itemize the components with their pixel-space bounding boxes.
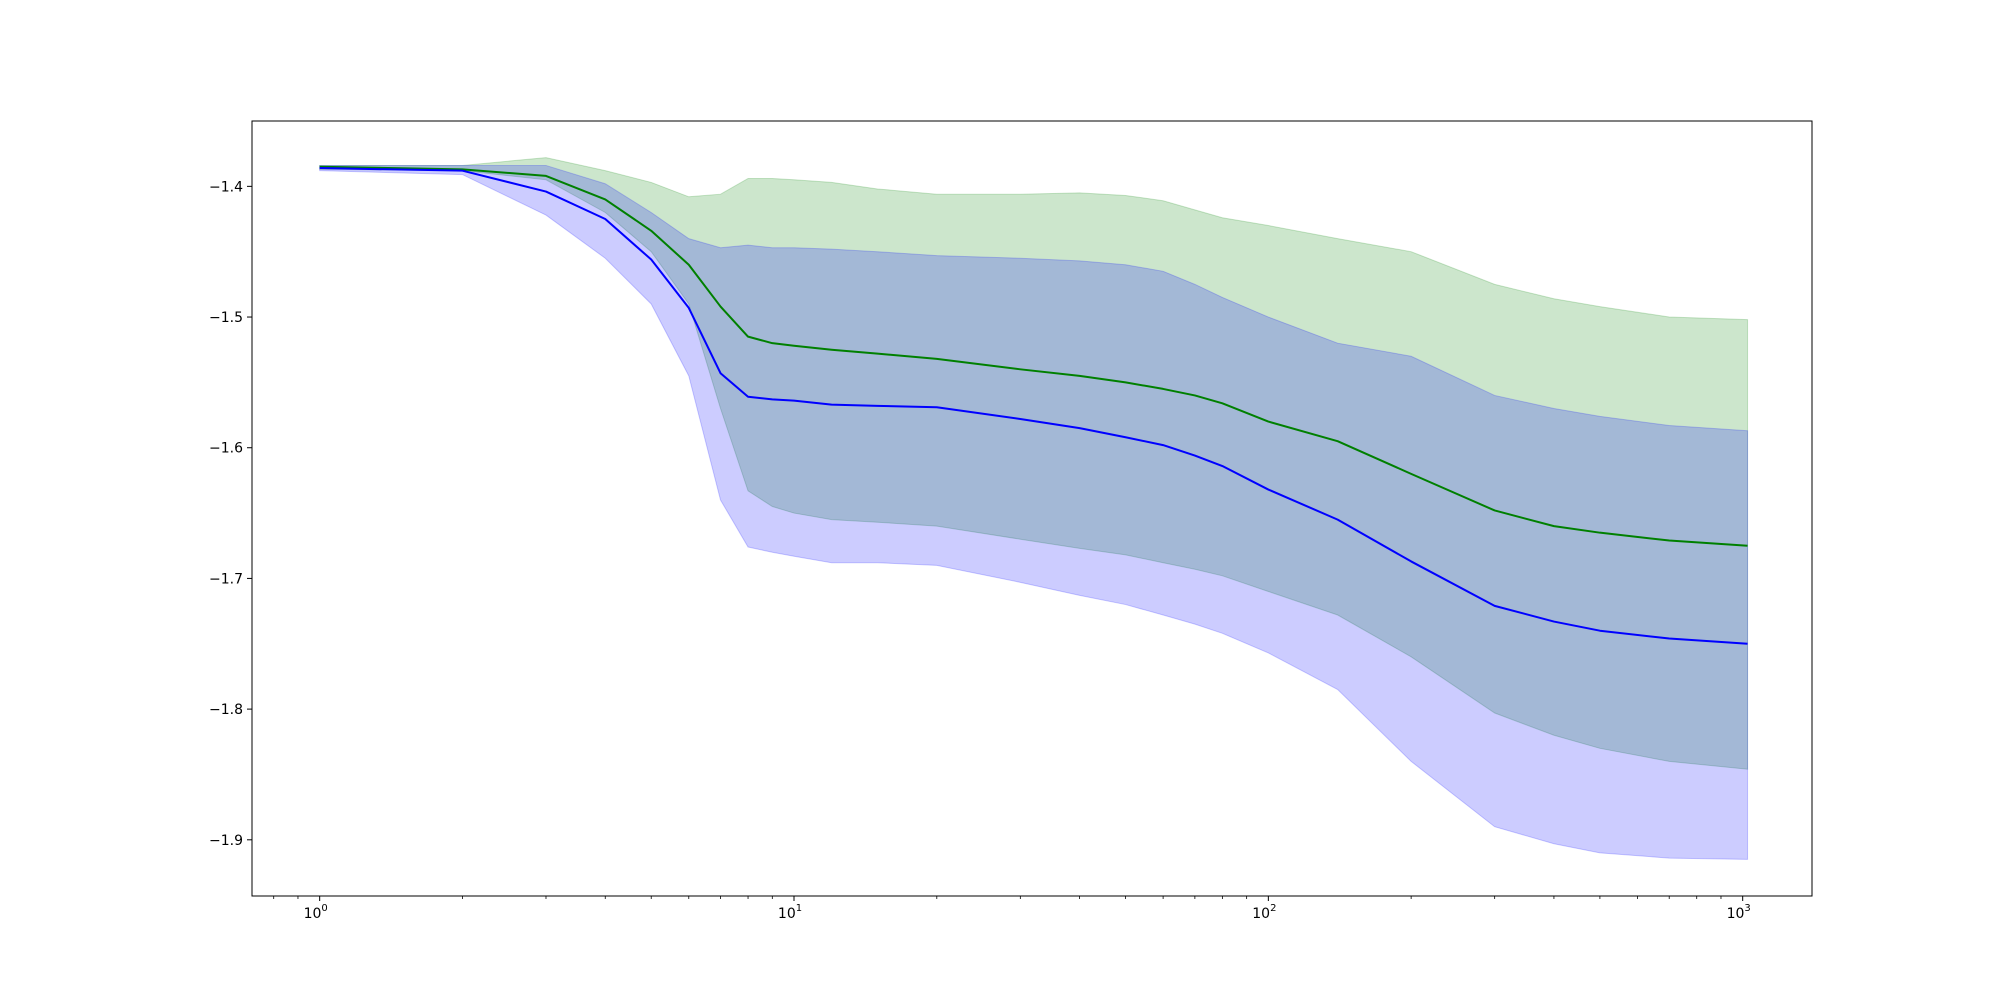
- confidence-band-2: [319, 164, 1749, 860]
- series-lines: [319, 165, 1748, 645]
- x-tick-exponent: 2: [1270, 903, 1276, 914]
- confidence-band-1: [319, 157, 1749, 770]
- x-tick-exponent: 3: [1744, 903, 1750, 914]
- confidence-bands: [319, 157, 1749, 860]
- y-tick-label: −1.5: [209, 310, 243, 326]
- y-tick-label: −1.6: [209, 441, 243, 457]
- y-tick-label: −1.9: [209, 833, 243, 849]
- x-tick-exponent: 0: [321, 903, 327, 914]
- y-tick-label: −1.7: [209, 571, 243, 587]
- y-axis: −1.4 −1.5 −1.6 −1.7 −1.8 −1.9: [209, 179, 252, 849]
- plot-frame: [251, 120, 1813, 897]
- series-line-2: [319, 167, 1748, 645]
- y-tick-label: −1.8: [209, 702, 243, 718]
- y-tick-label: −1.4: [209, 179, 243, 195]
- x-tick-exponent: 1: [796, 903, 802, 914]
- series-line-1: [319, 165, 1748, 547]
